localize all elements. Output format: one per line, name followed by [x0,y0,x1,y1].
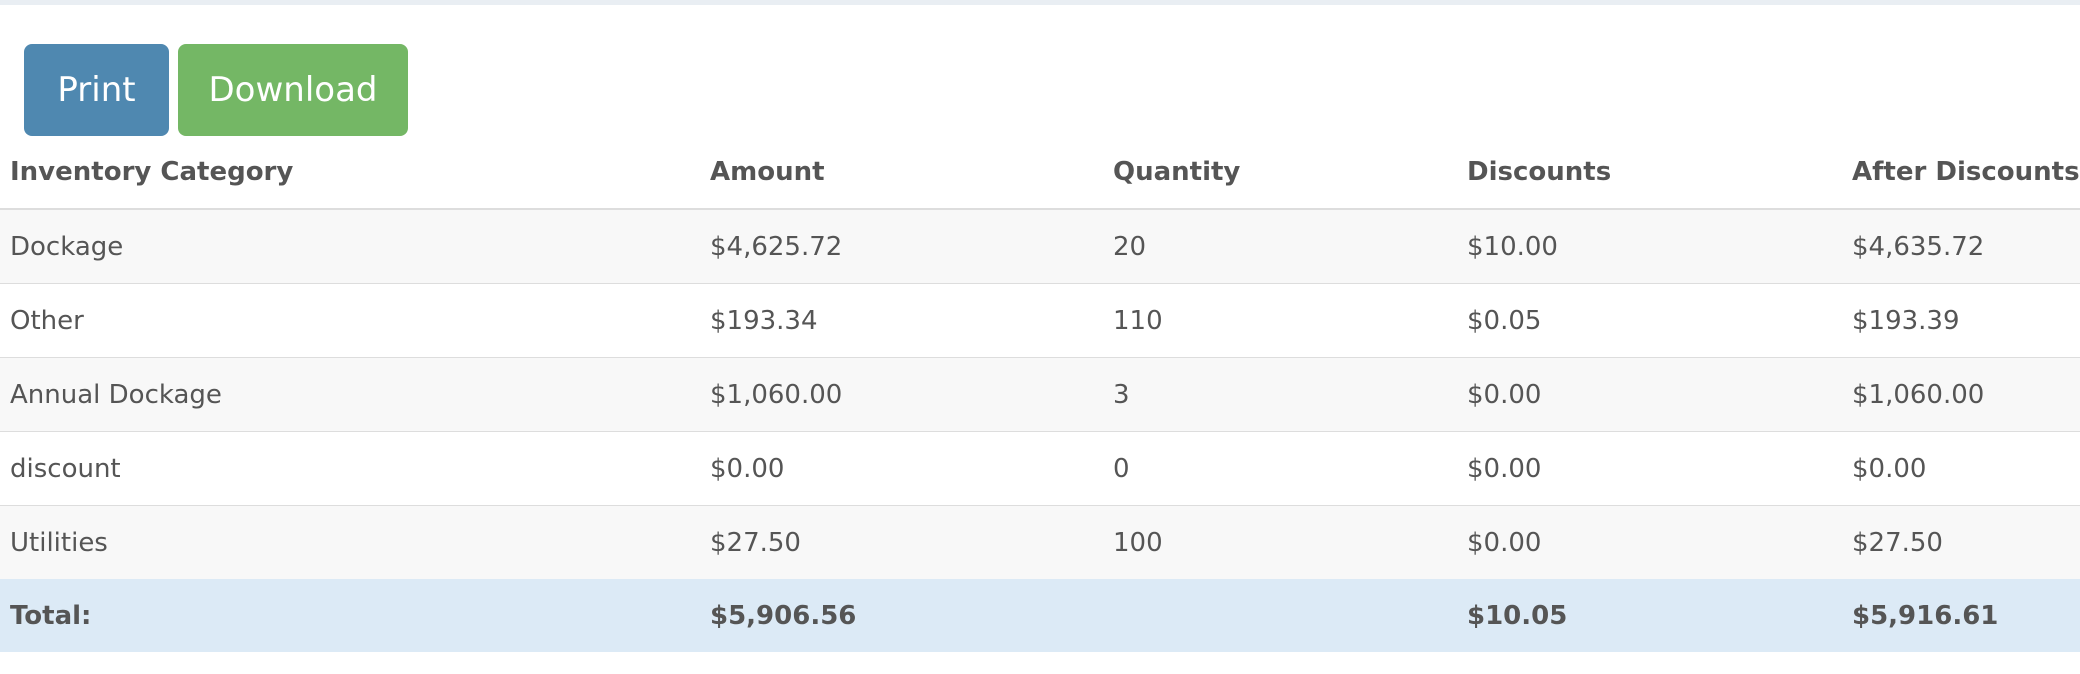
column-header-quantity: Quantity [1103,136,1457,210]
header-row: Inventory Category Amount Quantity Disco… [0,136,2080,210]
table-footer: Total: $5,906.56 $10.05 $5,916.61 [0,579,2080,652]
cell-after-discounts: $1,060.00 [1842,357,2080,432]
inventory-report-table: Inventory Category Amount Quantity Disco… [0,136,2080,652]
cell-amount: $4,625.72 [700,208,1103,284]
cell-after-discounts: $27.50 [1842,505,2080,579]
table-row: Annual Dockage $1,060.00 3 $0.00 $1,060.… [0,357,2080,432]
cell-category: Dockage [0,208,700,284]
cell-amount: $0.00 [700,431,1103,506]
table-body: Dockage $4,625.72 20 $10.00 $4,635.72 Ot… [0,208,2080,579]
table-row: Utilities $27.50 100 $0.00 $27.50 [0,505,2080,579]
cell-category: Other [0,283,700,358]
table-row: Other $193.34 110 $0.05 $193.39 [0,283,2080,358]
cell-amount: $27.50 [700,505,1103,579]
total-quantity [1103,579,1457,652]
top-border [0,0,2080,5]
column-header-after-discounts: After Discounts [1842,136,2080,210]
cell-discounts: $10.00 [1457,208,1842,284]
table-row: Dockage $4,625.72 20 $10.00 $4,635.72 [0,208,2080,284]
table-row: discount $0.00 0 $0.00 $0.00 [0,431,2080,506]
cell-amount: $193.34 [700,283,1103,358]
cell-amount: $1,060.00 [700,357,1103,432]
total-after-discounts: $5,916.61 [1842,579,2080,652]
table-header: Inventory Category Amount Quantity Disco… [0,136,2080,210]
column-header-discounts: Discounts [1457,136,1842,210]
cell-quantity: 0 [1103,431,1457,506]
cell-category: discount [0,431,700,506]
column-header-amount: Amount [700,136,1103,210]
download-button[interactable]: Download [178,44,408,136]
cell-quantity: 20 [1103,208,1457,284]
print-button[interactable]: Print [24,44,169,136]
cell-quantity: 3 [1103,357,1457,432]
cell-discounts: $0.00 [1457,505,1842,579]
total-row: Total: $5,906.56 $10.05 $5,916.61 [0,579,2080,652]
total-amount: $5,906.56 [700,579,1103,652]
cell-discounts: $0.00 [1457,357,1842,432]
column-header-inventory-category: Inventory Category [0,136,700,210]
cell-category: Utilities [0,505,700,579]
cell-after-discounts: $4,635.72 [1842,208,2080,284]
cell-discounts: $0.05 [1457,283,1842,358]
cell-quantity: 100 [1103,505,1457,579]
toolbar: Print Download [24,44,408,136]
cell-after-discounts: $0.00 [1842,431,2080,506]
cell-discounts: $0.00 [1457,431,1842,506]
cell-after-discounts: $193.39 [1842,283,2080,358]
cell-quantity: 110 [1103,283,1457,358]
total-discounts: $10.05 [1457,579,1842,652]
cell-category: Annual Dockage [0,357,700,432]
total-label: Total: [0,579,700,652]
